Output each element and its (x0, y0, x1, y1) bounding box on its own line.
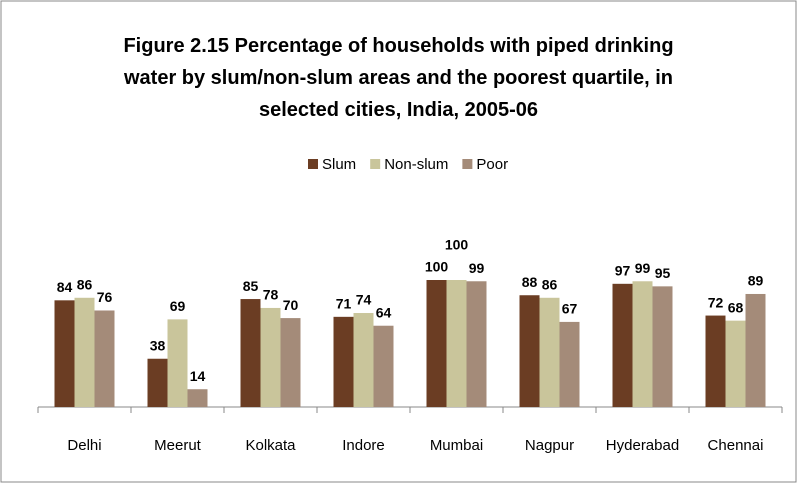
x-tick-label: Chennai (708, 437, 764, 454)
legend-label: Slum (322, 156, 356, 173)
x-tick-label: Mumbai (430, 437, 483, 454)
legend-swatch (308, 159, 318, 169)
bar (280, 318, 301, 407)
value-label: 70 (283, 297, 299, 313)
bar (725, 320, 746, 407)
bar (54, 300, 75, 407)
bar (74, 297, 95, 407)
bar (260, 307, 281, 407)
bar (353, 313, 374, 407)
bar (147, 358, 168, 407)
x-tick-label: Indore (342, 437, 385, 454)
value-label: 86 (77, 276, 93, 292)
value-label: 14 (190, 368, 206, 384)
bar (373, 325, 394, 407)
value-label: 86 (542, 276, 558, 292)
bar (705, 315, 726, 407)
bar (612, 283, 633, 407)
x-tick-label: Meerut (154, 437, 202, 454)
value-label: 78 (263, 287, 279, 303)
bar (333, 316, 354, 407)
legend-swatch (370, 159, 381, 169)
bar (94, 310, 115, 407)
bar (240, 299, 261, 407)
value-label: 100 (425, 259, 449, 275)
value-label: 71 (336, 296, 352, 312)
value-label: 99 (469, 260, 485, 276)
x-tick-label: Kolkata (245, 437, 296, 454)
value-label: 38 (150, 337, 166, 353)
x-tick-label: Hyderabad (606, 437, 679, 454)
legend-label: Non-slum (384, 156, 448, 173)
value-label: 72 (708, 294, 724, 310)
value-label: 69 (170, 298, 186, 314)
bar (446, 280, 467, 407)
bar (187, 389, 208, 407)
value-label: 68 (728, 299, 744, 315)
value-label: 89 (748, 273, 764, 289)
bar (466, 281, 487, 407)
legend-label: Poor (476, 156, 508, 173)
bar (632, 281, 653, 407)
x-tick-label: Nagpur (525, 437, 574, 454)
bar (426, 280, 447, 407)
value-label: 84 (57, 279, 73, 295)
value-label: 95 (655, 265, 671, 281)
bar (745, 293, 766, 407)
chart-title: Figure 2.15 Percentage of households wit… (123, 35, 674, 121)
legend-swatch (462, 159, 473, 169)
value-label: 74 (356, 292, 372, 308)
value-label: 85 (243, 278, 259, 294)
bar (519, 295, 540, 407)
bar (652, 286, 673, 407)
value-label: 100 (445, 237, 469, 253)
value-label: 88 (522, 274, 538, 290)
value-label: 67 (562, 301, 578, 317)
value-label: 97 (615, 263, 631, 279)
bar (559, 321, 580, 407)
bar (539, 297, 560, 407)
bar (167, 319, 188, 407)
value-label: 76 (97, 289, 113, 305)
x-tick-label: Delhi (67, 437, 101, 454)
value-label: 64 (376, 304, 392, 320)
value-label: 99 (635, 260, 651, 276)
